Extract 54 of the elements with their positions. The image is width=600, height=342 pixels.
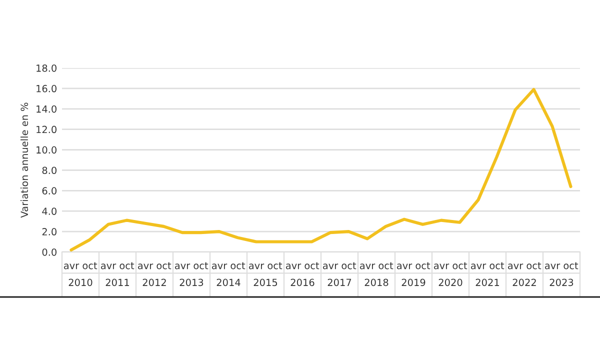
- x-tick-label: oct: [564, 262, 578, 270]
- x-tick-label: avr: [508, 264, 524, 270]
- x-tick-label: avr: [396, 264, 412, 270]
- x-tick-label: avr: [174, 264, 190, 270]
- x-tick-label: avr: [212, 264, 228, 270]
- x-tick-label: avr: [138, 264, 154, 270]
- x-tick-label: oct: [452, 262, 468, 270]
- x-tick-label: avr: [434, 264, 450, 270]
- text: 2023: [550, 278, 574, 286]
- x-tick-label: oct: [342, 262, 356, 270]
- x-tick-label: oct: [120, 262, 134, 270]
- text: 2013: [180, 278, 204, 286]
- y-tick-label: 12.0: [36, 126, 56, 134]
- x-tick-label: oct: [526, 262, 542, 270]
- x-tick-label: avr: [64, 264, 80, 270]
- x-tick-label: oct: [490, 262, 504, 270]
- x-tick-label: avr: [322, 264, 338, 270]
- x-tick-label: oct: [194, 262, 208, 270]
- x-tick-label: avr: [286, 264, 302, 270]
- y-axis-title: Variation annuelle en %: [20, 102, 28, 218]
- y-tick-label: 6.0: [42, 187, 56, 194]
- text: 2017: [328, 278, 352, 286]
- x-tick-label: avr: [248, 264, 264, 270]
- x-tick-label: oct: [304, 262, 320, 270]
- y-tick-label: 14.0: [36, 105, 56, 113]
- x-tick-label: oct: [156, 262, 172, 270]
- x-tick-label: oct: [230, 262, 246, 270]
- x-tick-label: oct: [268, 262, 282, 270]
- text: 2011: [106, 278, 129, 286]
- x-tick-label: oct: [82, 262, 98, 270]
- text: 2018: [364, 278, 388, 286]
- text: 2010: [68, 278, 92, 286]
- x-tick-label: oct: [416, 262, 430, 270]
- text: 2022: [512, 278, 536, 286]
- text: 2016: [290, 278, 314, 286]
- y-tick-label: 8.0: [42, 166, 56, 174]
- text: 2012: [142, 278, 166, 286]
- text: 2014: [216, 278, 240, 286]
- y-tick-label: 16.0: [36, 84, 56, 92]
- y-tick-label: 4.0: [42, 208, 56, 215]
- text: 2019: [402, 278, 426, 286]
- text: 2020: [438, 278, 462, 286]
- text: 2015: [254, 278, 278, 286]
- x-tick-label: avr: [360, 264, 376, 270]
- y-tick-label: 10.0: [36, 146, 56, 154]
- y-tick-label: 18.0: [36, 64, 56, 72]
- x-tick-label: avr: [544, 264, 560, 270]
- x-tick-label: avr: [100, 264, 116, 270]
- text: 2021: [476, 278, 499, 286]
- x-tick-label: avr: [470, 264, 486, 270]
- y-tick-label: 2.0: [42, 228, 56, 236]
- line-series: [70, 88, 572, 252]
- y-tick-label: 0.0: [42, 248, 56, 256]
- x-tick-label: oct: [378, 262, 394, 270]
